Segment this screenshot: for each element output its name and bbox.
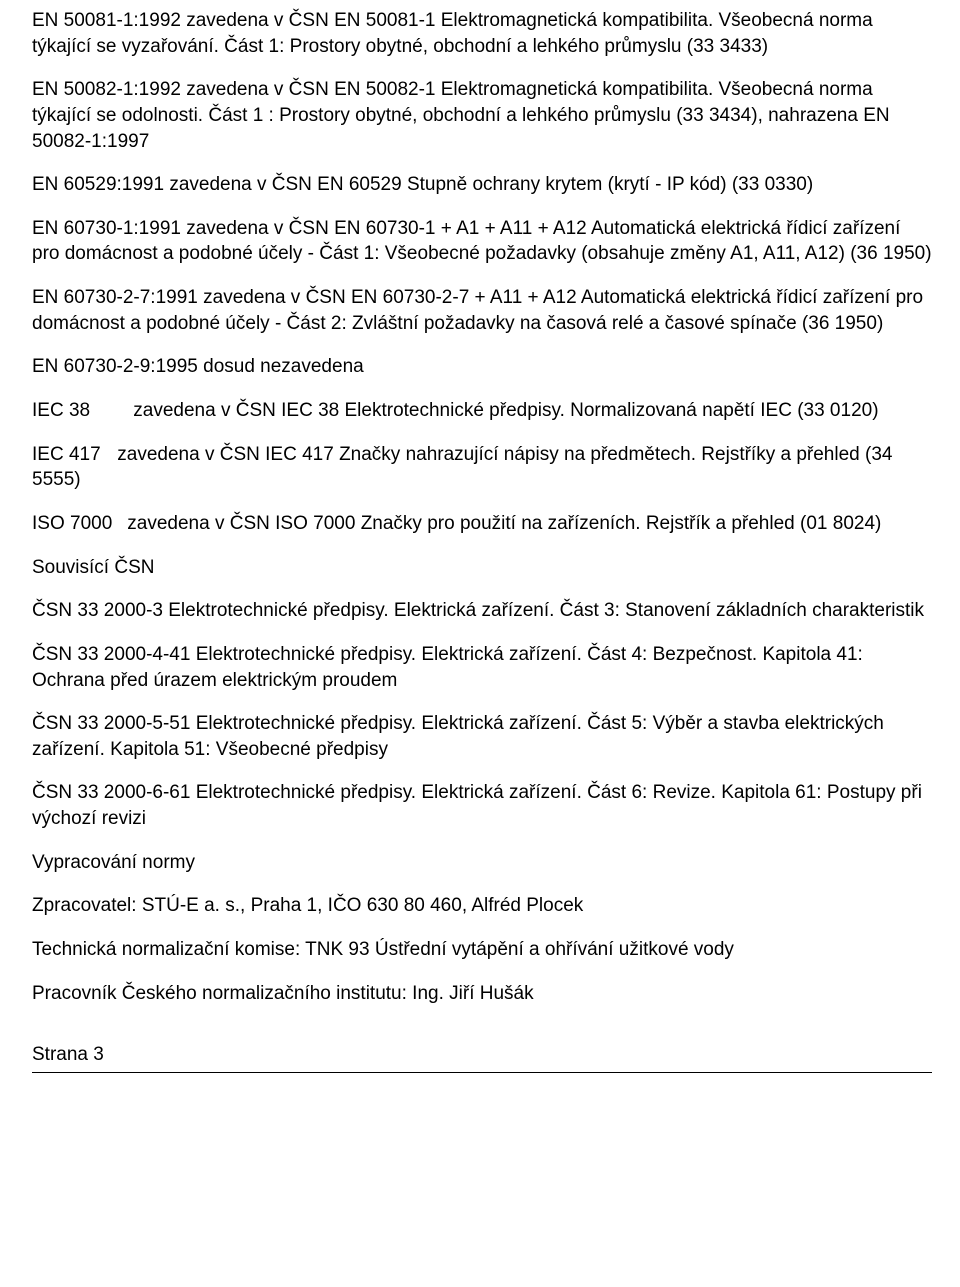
reference-iso7000-label: ISO 7000 [32,511,122,537]
page-number: Strana 3 [32,1044,104,1065]
authorship-komise: Technická normalizační komise: TNK 93 Ús… [32,937,932,963]
reference-iec38-text: zavedena v ČSN IEC 38 Elektrotechnické p… [133,400,878,421]
reference-iec417-text: zavedena v ČSN IEC 417 Značky nahrazujíc… [117,444,892,465]
reference-en60730-1: EN 60730-1:1991 zavedena v ČSN EN 60730-… [32,216,932,267]
reference-iso7000-text: zavedena v ČSN ISO 7000 Značky pro použi… [127,513,881,534]
reference-en60529: EN 60529:1991 zavedena v ČSN EN 60529 St… [32,172,932,198]
reference-iec417-label: IEC 417 [32,442,112,468]
related-csn-33-2000-3: ČSN 33 2000-3 Elektrotechnické předpisy.… [32,598,932,624]
page: EN 50081-1:1992 zavedena v ČSN EN 50081-… [0,0,960,1093]
page-footer: Strana 3 [32,1042,932,1073]
reference-iso7000: ISO 7000 zavedena v ČSN ISO 7000 Značky … [32,511,932,537]
authorship-pracovnik: Pracovník Českého normalizačního institu… [32,981,932,1007]
reference-iec38-label: IEC 38 [32,398,128,424]
reference-iec417: IEC 417 zavedena v ČSN IEC 417 Značky na… [32,442,932,493]
reference-iec38: IEC 38 zavedena v ČSN IEC 38 Elektrotech… [32,398,932,424]
reference-iec417-tail: 5555) [32,469,81,490]
reference-en60730-2-9: EN 60730-2-9:1995 dosud nezavedena [32,354,932,380]
authorship-zpracovatel: Zpracovatel: STÚ-E a. s., Praha 1, IČO 6… [32,893,932,919]
reference-en50082: EN 50082-1:1992 zavedena v ČSN EN 50082-… [32,77,932,154]
related-csn-33-2000-5-51: ČSN 33 2000-5-51 Elektrotechnické předpi… [32,711,932,762]
reference-en60730-2-7: EN 60730-2-7:1991 zavedena v ČSN EN 6073… [32,285,932,336]
related-csn-33-2000-6-61: ČSN 33 2000-6-61 Elektrotechnické předpi… [32,780,932,831]
footer-rule [32,1072,932,1073]
reference-en50081: EN 50081-1:1992 zavedena v ČSN EN 50081-… [32,8,932,59]
authorship-heading: Vypracování normy [32,850,932,876]
related-csn-33-2000-4-41: ČSN 33 2000-4-41 Elektrotechnické předpi… [32,642,932,693]
related-standards-heading: Souvisící ČSN [32,555,932,581]
